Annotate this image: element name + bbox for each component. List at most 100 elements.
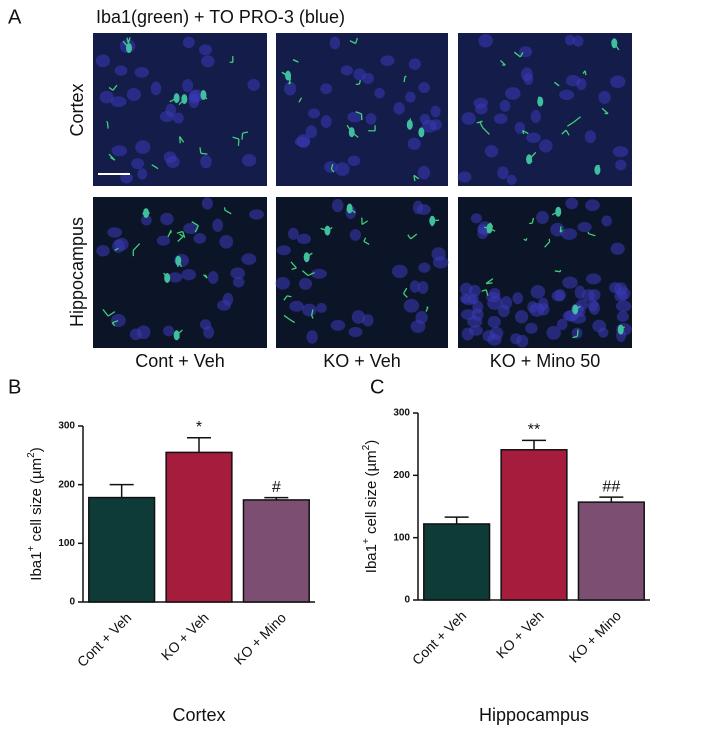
cell-body <box>173 330 180 341</box>
nucleus <box>324 161 338 173</box>
y-tick-label: 100 <box>393 532 410 543</box>
cell-body <box>200 90 207 101</box>
nucleus <box>585 273 602 285</box>
cell-body <box>594 164 601 175</box>
panel-label: A <box>8 6 22 28</box>
nucleus <box>470 213 482 224</box>
nucleus <box>182 79 194 93</box>
nucleus <box>380 55 395 67</box>
y-axis-label-part: ) <box>28 447 45 452</box>
y-axis-label-part: cell size (µm <box>28 458 45 546</box>
microglia <box>413 174 420 182</box>
nucleus <box>477 228 488 240</box>
nucleus <box>275 277 291 290</box>
nucleus <box>107 227 123 238</box>
nucleus <box>216 300 232 311</box>
nucleus <box>96 245 110 257</box>
nucleus <box>565 197 579 210</box>
microglia <box>108 153 116 161</box>
nucleus <box>486 292 501 303</box>
bar <box>500 449 568 601</box>
y-axis-label-part: cell size (µm <box>363 450 380 538</box>
nucleus <box>114 65 128 76</box>
nucleus <box>469 325 484 336</box>
nucleus <box>305 125 318 139</box>
nucleus <box>193 233 207 244</box>
microglia <box>349 37 358 45</box>
y-axis-label-part: Iba1 <box>28 552 45 581</box>
nucleus <box>408 58 421 70</box>
microglia <box>191 221 199 233</box>
y-axis-label-part: + <box>26 546 37 552</box>
nucleus <box>330 319 346 331</box>
nucleus <box>348 326 363 338</box>
microglia <box>478 121 490 135</box>
microglia <box>522 129 529 135</box>
column-label: KO + Veh <box>323 351 401 371</box>
nucleus <box>308 108 320 119</box>
nucleus <box>556 318 568 331</box>
nucleus <box>417 280 429 294</box>
microglia <box>485 278 494 285</box>
microglia <box>355 111 363 121</box>
nucleus <box>219 234 234 249</box>
nucleus <box>409 280 421 293</box>
microglia <box>223 207 232 215</box>
nucleus <box>173 112 184 124</box>
microglia <box>177 233 184 242</box>
microglia <box>559 226 563 233</box>
nucleus <box>577 221 592 233</box>
bar <box>88 496 156 603</box>
nucleus <box>615 300 632 312</box>
nucleus <box>95 54 111 68</box>
micrograph <box>458 197 632 348</box>
nucleus <box>512 292 524 305</box>
micrograph <box>93 33 267 186</box>
microglia <box>111 320 119 327</box>
microglia <box>403 75 407 83</box>
microglia <box>499 59 506 66</box>
nucleus <box>574 285 586 300</box>
nucleus <box>168 272 183 283</box>
nucleus <box>110 96 127 108</box>
x-tick-label: Cont + Veh <box>409 607 470 668</box>
nucleus <box>111 145 127 157</box>
y-axis-label-part: ) <box>363 440 380 445</box>
y-axis-label-part: 2 <box>361 444 372 450</box>
microglia <box>368 125 376 132</box>
nucleus <box>487 333 502 346</box>
nucleus <box>347 155 361 166</box>
nucleus <box>432 256 449 269</box>
row-label: Cortex <box>67 83 87 136</box>
nucleus <box>598 90 611 104</box>
microglia <box>114 247 119 251</box>
nucleus <box>306 330 318 344</box>
microglia <box>481 289 489 296</box>
micrograph <box>93 197 267 348</box>
nucleus <box>391 264 408 279</box>
nucleus <box>516 334 529 348</box>
image-bg <box>276 33 448 186</box>
nucleus <box>612 146 629 158</box>
nucleus <box>136 325 151 340</box>
nucleus <box>539 139 553 153</box>
panel-label: C <box>370 376 384 398</box>
microglia <box>106 120 109 129</box>
nucleus <box>365 113 377 125</box>
nucleus <box>559 89 575 101</box>
nucleus <box>601 215 613 227</box>
y-axis-label: Iba1+ cell size (µm2) <box>361 440 380 573</box>
nucleus <box>135 140 151 155</box>
cell-body <box>537 96 544 107</box>
microglia <box>176 230 186 238</box>
cell-body <box>418 127 425 138</box>
nucleus <box>472 300 484 314</box>
column-label: KO + Mino 50 <box>490 351 601 371</box>
nucleus <box>320 83 333 95</box>
cell-body <box>173 93 180 104</box>
cell-body <box>611 38 618 49</box>
nucleus <box>487 315 501 328</box>
microglia <box>601 107 609 115</box>
nucleus <box>249 209 265 220</box>
